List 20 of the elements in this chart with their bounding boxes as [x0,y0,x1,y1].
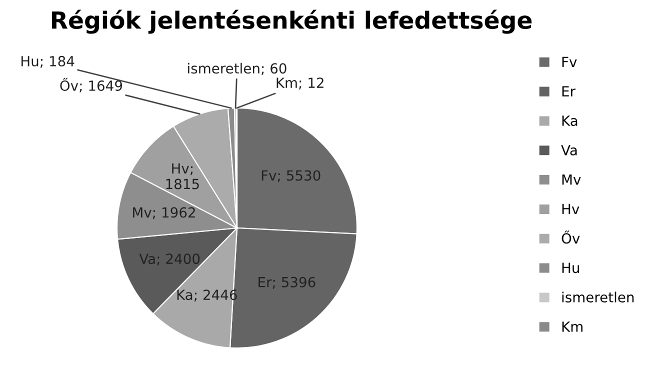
legend-label: Mv [562,174,581,185]
legend-label: Va [561,145,577,156]
data-label: Mv; 1962 [133,207,195,220]
data-label: ismeretlen; 60 [188,62,286,76]
data-label: Er; 5396 [258,276,316,289]
chart-title: Régiók jelentésenkénti lefedettsége [52,10,532,34]
data-label: Hv; 1815 [166,163,199,190]
legend-label: ismeretlen [562,292,634,302]
data-label: Km; 12 [276,78,324,90]
data-label: Fv; 5530 [262,170,320,182]
legend-label: Km [562,322,582,332]
legend-label: Hv [562,204,580,214]
data-label: Hu; 184 [22,56,74,68]
legend-label: Hu [562,262,579,274]
data-label: Va; 2400 [139,254,200,266]
legend-label: Fv [562,56,577,67]
legend-label: Ka [562,116,578,126]
legend-label: Őv [562,230,580,244]
data-label: Őv; 1649 [60,78,122,92]
legend-label: Er [562,86,576,96]
